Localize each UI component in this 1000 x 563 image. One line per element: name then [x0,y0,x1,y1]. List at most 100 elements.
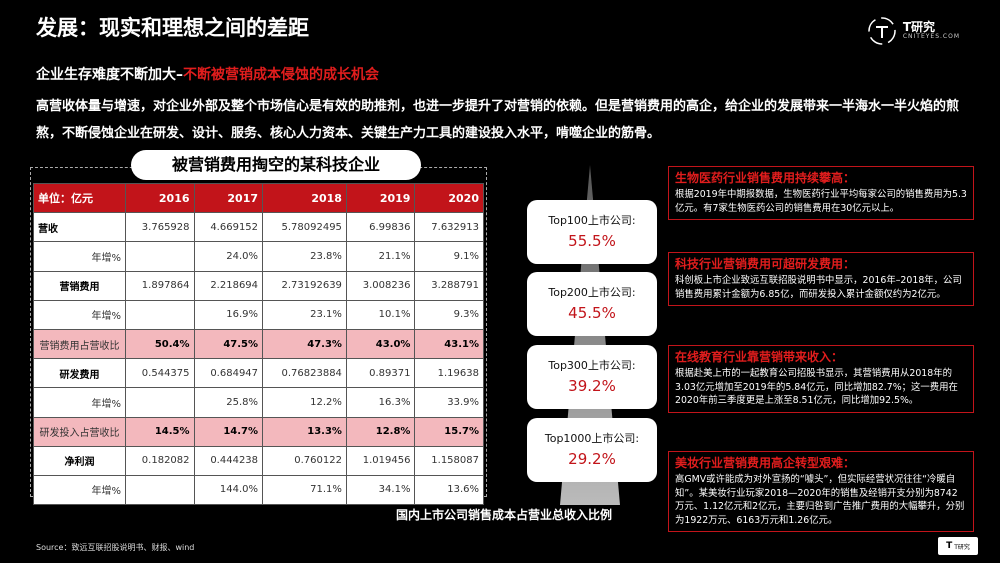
subtitle-main: 企业生存难度不断加大– [36,67,183,83]
table-cell: 9.3% [414,299,484,330]
table-cell: 9.1% [414,241,484,272]
year-header: 2018 [262,182,347,214]
table-cell: 2.73192639 [262,270,347,301]
note-tech: 科技行业营销费用可超研发费用： 科创板上市企业致远互联招股说明书中显示，2016… [668,252,974,306]
ratio-card-label: Top1000上市公司: [544,432,640,445]
ratio-card-value: 39.2% [568,377,616,395]
note-body: 根据赴美上市的一起教育公司招股书显示，其营销费用从2018年的3.03亿元增加至… [675,368,958,406]
table-cell: 16.9% [193,299,264,330]
table-row: 年增% 25.8% 12.2% 16.3% 33.9% [33,387,484,418]
table-cell: 1.897864 [125,270,195,301]
year-header: 2016 [125,182,195,214]
table-cell: 13.3% [262,416,347,447]
page-title: 发展：现实和理想之间的差距 [36,16,309,40]
table-cell: 0.684947 [193,358,264,389]
row-label: 研发费用 [33,358,126,389]
row-label: 研发投入占营收比 [33,416,126,447]
table-cell: 0.544375 [125,358,195,389]
row-label: 年增% [33,299,126,330]
financial-table: 单位：亿元 2016 2017 2018 2019 2020 营收 3.76592… [33,182,484,506]
table-row: 研发费用 0.544375 0.684947 0.76823884 0.89371 1.1… [33,358,484,389]
corner-logo: T T研究 [938,537,978,555]
table-cell: 24.0% [193,241,264,272]
brand-mark-icon [867,16,897,46]
table-cell: 14.5% [125,416,195,447]
table-cell: 12.2% [262,387,347,418]
table-row: 年增% 16.9% 23.1% 10.1% 9.3% [33,299,484,330]
table-row: 营收 3.765928 4.669152 5.78092495 6.99836 7.632… [33,212,484,243]
note-heading: 生物医药行业销售费用持续攀高： [675,171,856,185]
table-cell: 5.78092495 [262,212,347,243]
ratio-card-top300: Top300上市公司: 39.2% [527,345,657,409]
table-cell: 25.8% [193,387,264,418]
ratio-card-label: Top300上市公司: [548,359,636,372]
table-cell: 144.0% [193,474,264,506]
table-cell [125,299,195,330]
intro-paragraph: 高营收体量与增速，对企业外部及整个市场信心是有效的助推剂，也进一步提升了对营销的… [36,99,960,141]
table-cell: 1.019456 [345,445,416,476]
row-label: 年增% [33,474,126,506]
source-note: Source：致远互联招股说明书、财报、wind [36,543,195,552]
ratio-card-top1000: Top1000上市公司: 29.2% [527,418,657,482]
row-label: 营收 [33,212,126,243]
table-cell: 2.218694 [193,270,264,301]
brand-name: T研究 [902,20,936,35]
note-biomedical: 生物医药行业销售费用持续攀高： 根据2019年中期报数据，生物医药行业平均每家公… [668,166,974,220]
table-cell: 23.8% [262,241,347,272]
ratio-card-value: 55.5% [568,232,616,250]
table-cell: 12.8% [345,416,416,447]
row-label: 营销费用占营收比 [33,328,126,360]
row-label: 营销费用 [33,270,126,301]
year-header: 2020 [414,182,484,214]
table-cell: 43.1% [414,328,484,360]
brand-logo: T研究 CNITEYES.COM [867,16,960,46]
year-header: 2019 [345,182,416,214]
table-row: 年增% 144.0% 71.1% 34.1% 13.6% [33,474,484,506]
table-cell: 4.669152 [193,212,264,243]
brand-domain: CNITEYES.COM [902,33,960,41]
table-cell: 0.760122 [262,445,347,476]
table-row: 营销费用 1.897864 2.218694 2.73192639 3.008236 3.… [33,270,484,301]
table-row: 年增% 24.0% 23.8% 21.1% 9.1% [33,241,484,272]
table-cell: 10.1% [345,299,416,330]
ratio-card-label: Top100上市公司: [548,214,636,227]
table-cell: 1.19638 [414,358,484,389]
row-label: 年增% [33,387,126,418]
unit-header: 单位：亿元 [33,182,126,214]
financial-table-panel: 被营销费用掏空的某科技企业 单位：亿元 2016 2017 2018 2019 … [30,150,487,506]
table-cell: 15.7% [414,416,484,447]
table-cell: 47.3% [262,328,347,360]
table-cell: 71.1% [262,474,347,506]
table-cell: 33.9% [414,387,484,418]
table-row: 净利润 0.182082 0.444238 0.760122 1.019456 1.158… [33,445,484,476]
table-cell: 3.288791 [414,270,484,301]
table-cell: 16.3% [345,387,416,418]
table-cell [125,241,195,272]
corner-logo-text: T研究 [954,543,970,551]
table-cell: 3.765928 [125,212,195,243]
note-online-education: 在线教育行业靠营销带来收入： 根据赴美上市的一起教育公司招股书显示，其营销费用从… [668,345,974,413]
table-row: 营销费用占营收比 50.4% 47.5% 47.3% 43.0% 43.1% [33,328,484,360]
row-label: 年增% [33,241,126,272]
table-cell: 43.0% [345,328,416,360]
note-heading: 科技行业营销费用可超研发费用： [675,257,856,271]
table-cell [125,474,195,506]
note-heading: 在线教育行业靠营销带来收入： [675,350,844,364]
table-header-row: 单位：亿元 2016 2017 2018 2019 2020 [33,182,484,214]
table-cell [125,387,195,418]
table-cell: 0.89371 [345,358,416,389]
note-cosmetics: 美妆行业营销费用高企转型艰难： 高GMV或许能成为对外宣扬的“噱头”，但实际经营… [668,451,974,532]
table-cell: 0.76823884 [262,358,347,389]
table-title: 被营销费用掏空的某科技企业 [131,150,421,180]
table-cell: 50.4% [125,328,195,360]
table-cell: 7.632913 [414,212,484,243]
note-body: 根据2019年中期报数据，生物医药行业平均每家公司的销售费用为5.3亿元。有7家… [675,189,967,214]
ratio-card-label: Top200上市公司: [548,286,636,299]
table-row: 研发投入占营收比 14.5% 14.7% 13.3% 12.8% 15.7% [33,416,484,447]
ratio-card-top200: Top200上市公司: 45.5% [527,272,657,336]
ratio-card-value: 29.2% [568,450,616,468]
table-cell: 13.6% [414,474,484,506]
table-cell: 23.1% [262,299,347,330]
table-cell: 1.158087 [414,445,484,476]
table-cell: 34.1% [345,474,416,506]
